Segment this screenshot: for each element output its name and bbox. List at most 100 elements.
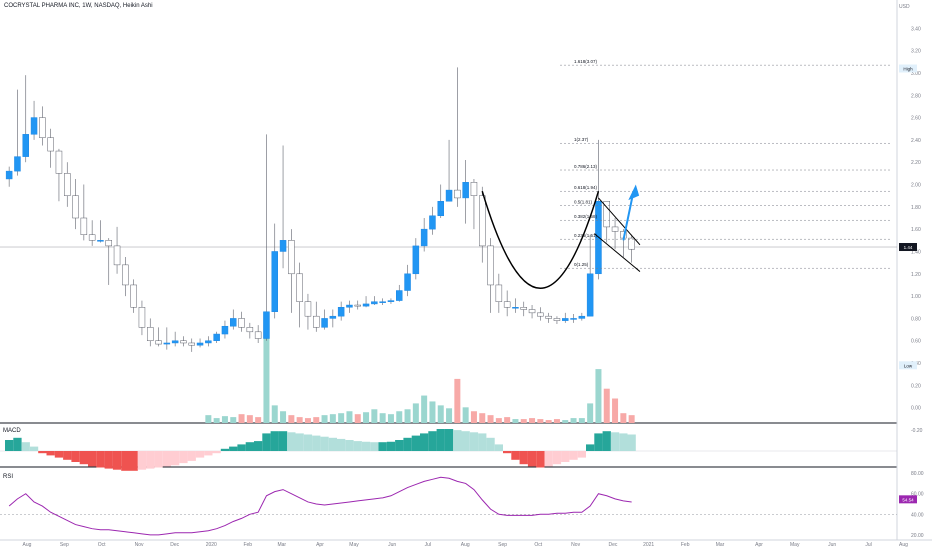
volume-bar xyxy=(504,417,511,423)
macd-bar xyxy=(270,431,279,451)
flag-upper-line xyxy=(598,197,641,246)
macd-bar xyxy=(179,451,188,464)
macd-bar xyxy=(527,451,537,467)
x-tick-label: Nov xyxy=(135,542,144,548)
macd-bar xyxy=(137,451,147,470)
macd-bar xyxy=(121,451,130,471)
macd-bar xyxy=(519,451,528,465)
breakout-arrow-head xyxy=(628,184,640,201)
currency-label: USD xyxy=(899,4,910,10)
volume-bar xyxy=(313,417,320,423)
volume-bar xyxy=(304,418,311,423)
x-tick-label: Apr xyxy=(316,542,324,548)
y-tick-label: 0.00 xyxy=(911,406,921,412)
macd-bar xyxy=(619,433,628,451)
candle-body xyxy=(22,134,29,157)
candle-body xyxy=(196,342,204,346)
candle-body xyxy=(329,315,337,319)
volume-bar xyxy=(238,414,245,423)
candle-body xyxy=(130,284,137,308)
breakout-arrow xyxy=(622,192,635,241)
volume-bar xyxy=(379,413,386,423)
x-tick-label: Jun xyxy=(828,542,836,548)
candle-body xyxy=(586,273,594,317)
rsi-current-badge xyxy=(899,495,917,504)
volume-bar xyxy=(446,408,453,423)
candle-body xyxy=(603,201,610,228)
rsi-label: RSI xyxy=(3,474,14,480)
macd-bar xyxy=(96,451,105,468)
x-tick-label: May xyxy=(349,542,359,548)
candle-body xyxy=(97,240,104,242)
macd-bar xyxy=(478,433,487,451)
candle-body xyxy=(88,234,96,241)
volume-bar xyxy=(454,378,461,423)
fib-level-label: 0.5(1.81) xyxy=(574,200,593,205)
volume-bar xyxy=(578,418,585,423)
candle-body xyxy=(238,318,245,328)
macd-bar xyxy=(320,436,329,451)
volume-bar xyxy=(545,420,552,423)
volume-bar xyxy=(371,409,378,423)
volume-bar xyxy=(553,419,560,423)
volume-bar xyxy=(470,411,477,423)
candle-body xyxy=(246,327,254,333)
x-tick-label: Aug xyxy=(23,542,32,548)
candle-body xyxy=(628,237,635,250)
y-tick-label: 1.80 xyxy=(911,205,921,211)
candle-body xyxy=(412,245,420,275)
volume-bar xyxy=(288,415,295,423)
x-tick-label: Jul xyxy=(865,542,871,548)
candle-body xyxy=(288,240,295,275)
volume-bar xyxy=(603,388,610,423)
candle-body xyxy=(553,318,561,321)
candle-body xyxy=(47,137,54,152)
price-marker-label: Low xyxy=(904,363,913,368)
price-marker xyxy=(899,243,917,252)
x-tick-label: Feb xyxy=(243,542,252,548)
macd-bar xyxy=(486,437,495,451)
y-tick-label: 3.00 xyxy=(911,71,921,77)
volume-bar xyxy=(404,409,411,423)
candle-body xyxy=(470,182,478,196)
volume-bar xyxy=(280,411,287,423)
macd-bar xyxy=(54,451,64,458)
macd-bar xyxy=(552,451,562,465)
macd-bar xyxy=(303,434,313,451)
volume-bar xyxy=(296,417,303,423)
fib-level-label: 0(1.25) xyxy=(574,262,589,267)
volume-bar xyxy=(421,395,428,423)
x-tick-label: Mar xyxy=(716,542,725,548)
macd-bar xyxy=(453,430,462,451)
candle-body xyxy=(528,309,536,314)
x-tick-label: Sep xyxy=(498,542,507,548)
macd-bar xyxy=(71,451,80,462)
x-tick-label: May xyxy=(790,542,800,548)
volume-bar xyxy=(329,414,336,423)
candle-body xyxy=(213,333,220,341)
macd-bar xyxy=(195,451,205,458)
volume-bar xyxy=(263,325,270,423)
volume-bar xyxy=(396,411,403,423)
macd-bar xyxy=(610,432,620,451)
macd-bar xyxy=(627,434,636,451)
candle-body xyxy=(155,340,162,345)
fib-level-label: 0.618(1.94) xyxy=(574,185,598,190)
candle-body xyxy=(562,318,569,321)
macd-label: MACD xyxy=(3,428,21,434)
candle-body xyxy=(122,264,129,286)
macd-bar xyxy=(287,432,296,451)
x-tick-label: 2020 xyxy=(206,542,217,548)
macd-bar xyxy=(494,444,503,451)
candle-body xyxy=(271,251,278,312)
volume-bar xyxy=(520,419,527,423)
candle-body xyxy=(545,315,552,319)
macd-bar xyxy=(444,429,454,451)
volume-bar xyxy=(387,414,394,423)
candle-body xyxy=(346,304,353,308)
volume-bar xyxy=(221,416,228,423)
fib-level-label: 1(2.37) xyxy=(574,137,589,142)
volume-bar xyxy=(537,419,544,423)
macd-bar xyxy=(262,433,271,451)
